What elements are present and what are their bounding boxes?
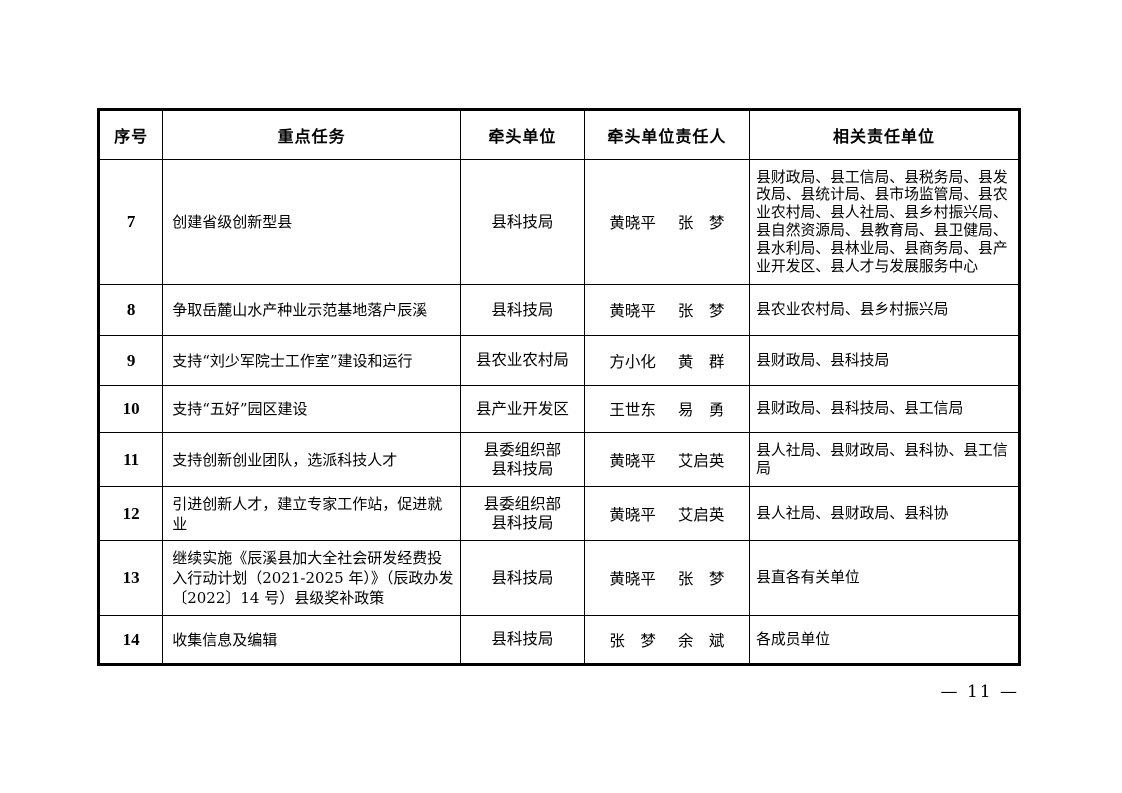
page-number: — 11 — — [940, 682, 1019, 702]
table-row: 13 继续实施《辰溪县加大全社会研发经费投入行动计划（2021-2025 年）》… — [97, 540, 1020, 616]
cell-persons: 黄晓平 艾启英 — [583, 432, 751, 487]
person-name: 黄晓平 — [609, 302, 656, 320]
cell-persons: 黄晓平 艾启英 — [583, 486, 751, 541]
person-name: 黄晓平 — [609, 570, 656, 588]
table-row: 10 支持“五好”园区建设 县产业开发区 王世东 易 勇 县财政局、县科技局、县… — [97, 385, 1020, 433]
cell-lead-unit: 县农业农村局 — [460, 335, 585, 386]
person-name: 方小化 — [609, 352, 656, 371]
cell-lead-unit: 县科技局 — [460, 159, 585, 285]
cell-task: 收集信息及编辑 — [162, 615, 462, 665]
person-name: 张 梦 — [677, 302, 725, 320]
cell-persons: 黄晓平 张 梦 — [583, 284, 751, 336]
cell-task: 创建省级创新型县 — [162, 159, 462, 285]
cell-task: 支持创新创业团队，选派科技人才 — [162, 432, 462, 487]
person-name: 张 梦 — [677, 570, 725, 588]
cell-persons: 王世东 易 勇 — [583, 385, 751, 433]
cell-index: 7 — [97, 159, 164, 285]
persons: 黄晓平 张 梦 — [585, 211, 749, 233]
cell-task: 争取岳麓山水产种业示范基地落户辰溪 — [162, 284, 462, 336]
cell-index: 12 — [97, 486, 164, 541]
person-name: 艾启英 — [677, 451, 725, 470]
col-header-lead-unit: 牵头单位 — [460, 109, 585, 160]
persons: 黄晓平 艾启英 — [585, 503, 749, 525]
cell-related-units: 县人社局、县财政局、县科协 — [749, 486, 1020, 541]
person-name: 黄晓平 — [609, 505, 656, 524]
person-name: 余 斌 — [677, 631, 725, 650]
cell-index: 10 — [97, 385, 164, 433]
person-name: 王世东 — [609, 401, 656, 419]
cell-persons: 方小化 黄 群 — [583, 335, 751, 386]
cell-related-units: 各成员单位 — [749, 615, 1020, 665]
person-name: 黄晓平 — [609, 214, 656, 232]
table-row: 12 引进创新人才，建立专家工作站，促进就业 县委组织部 县科技局 黄晓平 艾启… — [97, 486, 1020, 541]
person-name: 张 梦 — [677, 214, 725, 232]
cell-task: 支持“刘少军院士工作室”建设和运行 — [162, 335, 462, 386]
col-header-related-units: 相关责任单位 — [749, 109, 1020, 160]
cell-lead-unit: 县委组织部 县科技局 — [460, 432, 585, 487]
persons: 黄晓平 张 梦 — [585, 567, 749, 589]
col-header-index: 序号 — [97, 109, 164, 160]
persons: 张 梦 余 斌 — [585, 629, 749, 651]
persons: 方小化 黄 群 — [585, 350, 749, 372]
cell-related-units: 县直各有关单位 — [749, 540, 1020, 616]
persons: 黄晓平 张 梦 — [585, 299, 749, 321]
person-name: 张 梦 — [609, 631, 656, 650]
person-name: 易 勇 — [677, 401, 725, 419]
cell-lead-unit: 县科技局 — [460, 615, 585, 665]
cell-index: 14 — [97, 615, 164, 665]
persons: 王世东 易 勇 — [585, 398, 749, 420]
cell-task: 支持“五好”园区建设 — [162, 385, 462, 433]
cell-related-units: 县财政局、县科技局 — [749, 335, 1020, 386]
key-task-assignment-table: 序号 重点任务 牵头单位 牵头单位责任人 相关责任单位 7 创建省级创新型县 县… — [97, 108, 1021, 666]
person-name: 黄 群 — [677, 352, 725, 371]
cell-task: 引进创新人才，建立专家工作站，促进就业 — [162, 486, 462, 541]
table-row: 8 争取岳麓山水产种业示范基地落户辰溪 县科技局 黄晓平 张 梦 县农业农村局、… — [97, 284, 1020, 336]
cell-lead-unit: 县委组织部 县科技局 — [460, 486, 585, 541]
cell-persons: 张 梦 余 斌 — [583, 615, 751, 665]
cell-index: 9 — [97, 335, 164, 386]
cell-related-units: 县人社局、县财政局、县科协、县工信局 — [749, 432, 1020, 487]
table-row: 11 支持创新创业团队，选派科技人才 县委组织部 县科技局 黄晓平 艾启英 县人… — [97, 432, 1020, 487]
col-header-key-task: 重点任务 — [162, 109, 462, 160]
cell-related-units: 县财政局、县工信局、县税务局、县发改局、县统计局、县市场监管局、县农业农村局、县… — [749, 159, 1020, 285]
table-row: 9 支持“刘少军院士工作室”建设和运行 县农业农村局 方小化 黄 群 县财政局、… — [97, 335, 1020, 386]
cell-index: 11 — [97, 432, 164, 487]
cell-lead-unit: 县科技局 — [460, 284, 585, 336]
cell-related-units: 县农业农村局、县乡村振兴局 — [749, 284, 1020, 336]
cell-persons: 黄晓平 张 梦 — [583, 159, 751, 285]
table-row: 14 收集信息及编辑 县科技局 张 梦 余 斌 各成员单位 — [97, 615, 1020, 665]
col-header-lead-unit-person: 牵头单位责任人 — [583, 109, 751, 160]
person-name: 黄晓平 — [609, 451, 656, 470]
cell-persons: 黄晓平 张 梦 — [583, 540, 751, 616]
cell-related-units: 县财政局、县科技局、县工信局 — [749, 385, 1020, 433]
table-row: 7 创建省级创新型县 县科技局 黄晓平 张 梦 县财政局、县工信局、县税务局、县… — [97, 159, 1020, 285]
cell-task: 继续实施《辰溪县加大全社会研发经费投入行动计划（2021-2025 年）》（辰政… — [162, 540, 462, 616]
cell-lead-unit: 县产业开发区 — [460, 385, 585, 433]
cell-index: 8 — [97, 284, 164, 336]
cell-index: 13 — [97, 540, 164, 616]
cell-lead-unit: 县科技局 — [460, 540, 585, 616]
persons: 黄晓平 艾启英 — [585, 449, 749, 471]
table-header-row: 序号 重点任务 牵头单位 牵头单位责任人 相关责任单位 — [97, 109, 1020, 160]
person-name: 艾启英 — [677, 505, 725, 524]
